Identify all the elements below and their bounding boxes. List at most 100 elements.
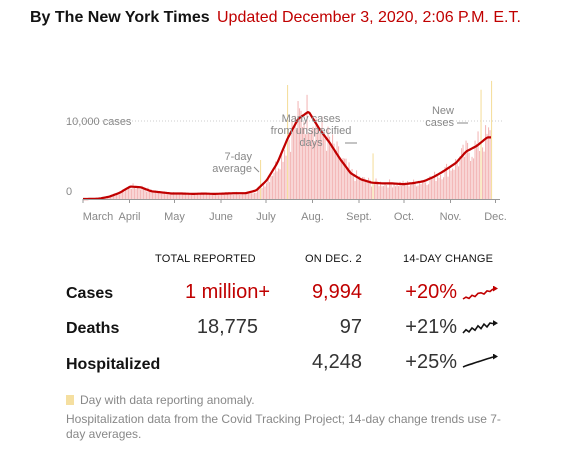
daily-case-bar [410, 184, 412, 199]
daily-case-bar [368, 177, 370, 199]
daily-case-bar [125, 190, 127, 199]
daily-case-bar [408, 186, 410, 199]
daily-case-bar [297, 101, 299, 199]
daily-case-bar [129, 188, 131, 199]
cases-on-date: 9,994 [311, 281, 362, 303]
daily-case-bar [203, 193, 205, 199]
daily-case-bar [471, 156, 473, 199]
daily-case-bar [230, 193, 232, 199]
daily-case-bar [447, 176, 449, 199]
daily-case-bar [245, 192, 247, 199]
daily-case-bar [342, 158, 344, 199]
row-label-cases: Cases [66, 285, 114, 302]
daily-case-bar [113, 195, 115, 199]
anomaly-legend-swatch [66, 395, 74, 405]
daily-case-bar [327, 126, 329, 199]
daily-case-bar [242, 192, 244, 199]
daily-case-bar [344, 158, 346, 199]
updated-timestamp: Updated December 3, 2020, 2:06 P.M. E.T. [217, 9, 521, 26]
daily-case-bar [111, 195, 113, 199]
daily-case-bar [228, 192, 230, 199]
daily-case-bar [201, 193, 203, 199]
daily-case-bar [470, 160, 472, 199]
daily-case-bar [440, 174, 442, 199]
daily-case-bar [162, 193, 164, 199]
daily-case-bar [458, 166, 460, 199]
daily-case-bar [219, 194, 221, 199]
daily-case-bar [345, 158, 347, 199]
daily-case-bar [468, 152, 470, 199]
anomaly-bar [260, 159, 262, 199]
daily-case-bar [323, 132, 325, 199]
daily-case-bar [453, 169, 455, 199]
x-tick-label: May [164, 211, 185, 223]
daily-case-bar [321, 116, 323, 199]
daily-case-bar [252, 193, 254, 199]
daily-case-bar [350, 170, 352, 199]
daily-case-bar [131, 188, 133, 199]
daily-case-bar [317, 127, 319, 199]
daily-case-bar [357, 176, 359, 199]
deaths-trend-sparkline [462, 320, 498, 334]
x-tick-label: Dec. [484, 211, 507, 223]
daily-case-bar [182, 193, 184, 199]
daily-case-bar [200, 192, 202, 199]
daily-case-bar [281, 151, 283, 199]
anomaly-bar [480, 89, 482, 199]
daily-case-bar [449, 166, 451, 199]
daily-case-bar [347, 167, 349, 199]
daily-case-bar [137, 186, 139, 199]
y-tick-label: 0 [66, 186, 72, 198]
daily-case-bar [278, 168, 280, 199]
daily-case-bar [140, 189, 142, 199]
annotation-7-day-average: average [212, 163, 252, 175]
daily-case-bar [446, 163, 448, 199]
daily-case-bar [120, 192, 122, 199]
daily-case-bar [356, 170, 358, 199]
daily-case-bar [443, 177, 445, 199]
daily-case-bar [351, 169, 353, 199]
daily-case-bar [336, 141, 338, 199]
daily-case-bar [110, 196, 112, 199]
daily-case-bar [123, 192, 125, 199]
daily-case-bar [456, 162, 458, 199]
daily-case-bar [437, 176, 439, 199]
daily-case-bar [284, 149, 286, 199]
cases-change: +20% [405, 281, 457, 303]
daily-case-bar [381, 186, 383, 199]
anomaly-bar [287, 85, 289, 199]
daily-case-bar [464, 156, 466, 199]
y-tick-label: 10,000 cases [66, 116, 132, 128]
daily-case-bar [360, 180, 362, 199]
daily-case-bar [270, 176, 272, 199]
daily-case-bar [431, 178, 433, 199]
daily-case-bar [414, 182, 416, 199]
daily-case-bar [474, 140, 476, 199]
daily-case-bar [303, 121, 305, 199]
daily-case-bar [176, 193, 178, 199]
daily-case-bar [222, 193, 224, 199]
daily-case-bar [479, 151, 481, 199]
x-tick-label: July [256, 211, 276, 223]
daily-case-bar [444, 166, 446, 199]
daily-case-bar [348, 162, 350, 199]
daily-case-bar [147, 187, 149, 199]
x-tick-label: June [209, 211, 233, 223]
daily-case-bar [116, 192, 118, 199]
daily-case-bar [389, 179, 391, 199]
daily-case-bar [273, 172, 275, 199]
daily-case-bar [248, 193, 250, 199]
daily-case-bar [312, 126, 314, 199]
annotation-new-cases: New [432, 105, 454, 117]
daily-case-bar [399, 181, 401, 199]
daily-case-bar [159, 191, 161, 199]
row-label-deaths: Deaths [66, 320, 120, 337]
daily-case-bar [197, 192, 199, 199]
header-14-day-change: 14-DAY CHANGE [403, 253, 494, 265]
daily-case-bar [459, 156, 461, 199]
byline: By The New York Times [30, 9, 210, 26]
daily-case-bar [329, 136, 331, 199]
daily-case-bar [488, 127, 490, 199]
daily-case-bar [465, 140, 467, 199]
anomaly-bar [372, 153, 374, 199]
